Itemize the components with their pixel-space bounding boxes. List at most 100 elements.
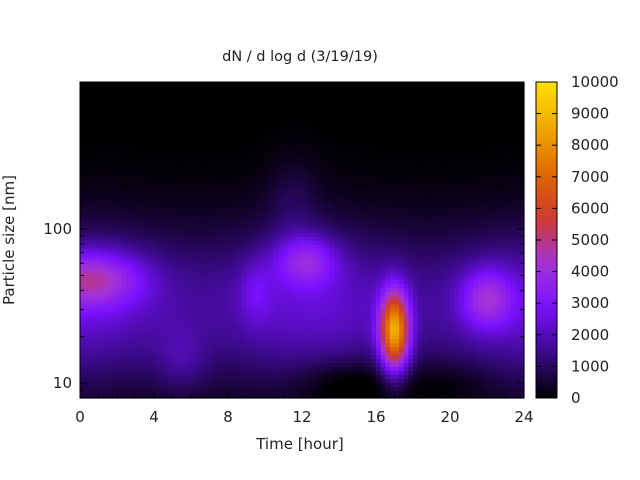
heatmap-cell — [200, 232, 206, 237]
heatmap-cell — [482, 255, 488, 261]
heatmap-cell — [362, 267, 368, 273]
heatmap-cell — [329, 342, 335, 348]
heatmap-cell — [320, 271, 326, 277]
heatmap-cell — [463, 192, 470, 198]
heatmap-cell — [422, 279, 428, 285]
heatmap-cell — [177, 247, 183, 253]
heatmap-cell — [325, 224, 331, 229]
heatmap-cell — [84, 394, 90, 399]
heatmap-cell — [228, 220, 234, 225]
heatmap-cell — [149, 299, 155, 304]
heatmap-cell — [371, 212, 377, 217]
heatmap-cell — [482, 216, 488, 221]
heatmap-cell — [195, 279, 201, 285]
heatmap-cell — [329, 200, 335, 206]
heatmap-cell — [140, 204, 146, 209]
heatmap-cell — [348, 374, 354, 379]
heatmap-cell — [519, 283, 525, 288]
heatmap-cell — [246, 271, 252, 277]
heatmap-cell — [362, 358, 368, 364]
heatmap-cell — [334, 319, 340, 324]
heatmap-cell — [436, 196, 442, 202]
heatmap-cell — [228, 374, 234, 379]
heatmap-cell — [306, 350, 312, 356]
heatmap-cell — [514, 319, 520, 324]
heatmap-cell — [505, 354, 511, 360]
heatmap-cell — [89, 267, 95, 273]
heatmap-cell — [329, 204, 335, 209]
heatmap-cell — [366, 322, 372, 328]
heatmap-cell — [422, 243, 428, 249]
heatmap-cell — [306, 370, 312, 375]
heatmap-cell — [320, 303, 326, 308]
heatmap-cell — [223, 220, 229, 225]
heatmap-cell — [246, 228, 252, 233]
heatmap-cell — [278, 228, 285, 233]
heatmap-cell — [376, 342, 382, 348]
heatmap-cell — [399, 204, 405, 209]
heatmap-cell — [422, 350, 428, 356]
heatmap-cell — [288, 259, 294, 265]
heatmap-cell — [121, 208, 127, 213]
heatmap-cell — [214, 287, 220, 292]
heatmap-cell — [209, 224, 215, 229]
heatmap-cell — [315, 346, 322, 352]
heatmap-cell — [352, 307, 359, 312]
heatmap-cell — [130, 251, 137, 257]
heatmap-cell — [158, 303, 164, 308]
heatmap-cell — [149, 350, 155, 356]
heatmap-cell — [468, 224, 474, 229]
heatmap-cell — [440, 326, 446, 332]
heatmap-cell — [463, 326, 470, 332]
heatmap-cell — [260, 212, 266, 217]
heatmap-cell — [431, 192, 437, 198]
heatmap-cell — [334, 311, 340, 316]
heatmap-cell — [140, 354, 146, 360]
heatmap-cell — [408, 196, 414, 202]
heatmap-cell — [311, 287, 317, 292]
heatmap-cell — [325, 243, 331, 249]
heatmap-cell — [510, 295, 516, 300]
heatmap-cell — [163, 192, 169, 198]
heatmap-cell — [399, 216, 405, 221]
heatmap-cell — [84, 370, 90, 375]
heatmap-cell — [403, 204, 409, 209]
heatmap-cell — [352, 386, 359, 391]
heatmap-cell — [496, 255, 502, 261]
heatmap-cell — [223, 279, 229, 285]
heatmap-cell — [394, 216, 400, 221]
heatmap-cell — [80, 236, 86, 241]
heatmap-cell — [473, 192, 479, 198]
heatmap-cell — [329, 275, 335, 281]
heatmap-cell — [343, 326, 349, 332]
heatmap-cell — [89, 271, 95, 277]
heatmap-cell — [477, 247, 483, 253]
heatmap-cell — [274, 358, 280, 364]
heatmap-cell — [140, 263, 146, 269]
heatmap-cell — [209, 204, 215, 209]
heatmap-cell — [274, 311, 280, 316]
heatmap-cell — [117, 283, 123, 288]
heatmap-cell — [93, 212, 100, 217]
heatmap-cell — [278, 378, 285, 383]
heatmap-cell — [334, 200, 340, 206]
heatmap-cell — [357, 216, 363, 221]
heatmap-cell — [84, 196, 90, 202]
heatmap-cell — [348, 334, 354, 340]
heatmap-cell — [357, 212, 363, 217]
heatmap-cell — [172, 204, 178, 209]
heatmap-cell — [505, 212, 511, 217]
heatmap-cell — [348, 220, 354, 225]
heatmap-cell — [246, 382, 252, 387]
heatmap-cell — [450, 220, 456, 225]
heatmap-cell — [376, 358, 382, 364]
heatmap-cell — [454, 354, 460, 360]
heatmap-cell — [380, 275, 386, 281]
heatmap-cell — [140, 303, 146, 308]
heatmap-cell — [163, 394, 169, 399]
heatmap-cell — [334, 275, 340, 281]
heatmap-cell — [93, 263, 100, 269]
heatmap-cell — [477, 390, 483, 395]
heatmap-cell — [84, 240, 90, 245]
heatmap-cell — [214, 247, 220, 253]
